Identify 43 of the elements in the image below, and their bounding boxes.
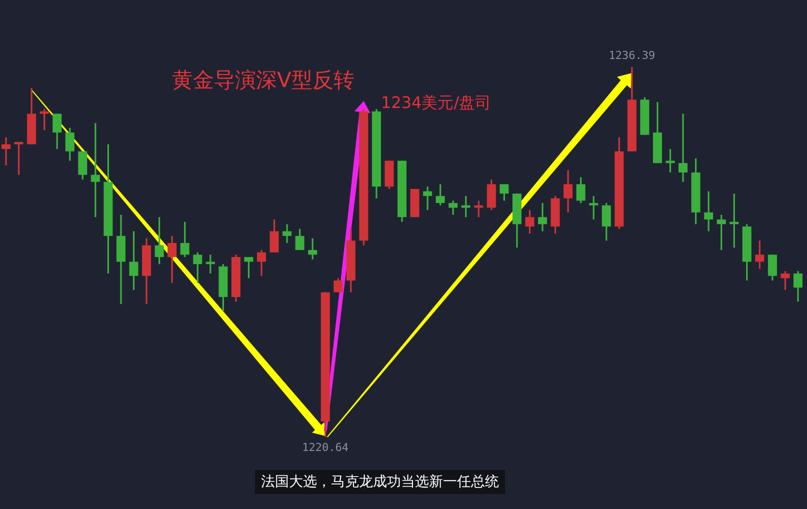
- candlestick: [270, 218, 279, 254]
- candlestick: [486, 178, 496, 211]
- candlestick: [154, 216, 164, 265]
- candlestick: [768, 254, 777, 282]
- candlestick: [206, 254, 215, 274]
- candlestick: [564, 169, 573, 214]
- candlestick: [500, 183, 509, 202]
- chart-title: 黄金导演深V型反转: [172, 68, 354, 92]
- candlestick: [168, 235, 177, 284]
- candlestick: [755, 240, 764, 270]
- annotation: 1220.64: [302, 441, 349, 454]
- candlestick: [78, 150, 88, 180]
- candlestick: [576, 176, 586, 204]
- candlestick: [52, 112, 62, 150]
- annotation: 1236.39: [608, 49, 656, 62]
- candlestick: [704, 190, 714, 232]
- candlestick: [423, 186, 432, 211]
- candlestick: [780, 270, 790, 291]
- candlestick: [295, 228, 304, 251]
- candlestick: [602, 202, 611, 242]
- candlestick: [65, 127, 74, 162]
- candlestick: [589, 195, 598, 220]
- candlestick: [193, 252, 202, 284]
- candlestick: [666, 148, 675, 174]
- candlestick: [308, 237, 318, 260]
- candlestick: [525, 209, 534, 234]
- candlestick: [2, 136, 10, 166]
- candlestick: [180, 221, 190, 258]
- candlestick: [282, 223, 292, 244]
- candlestick: [716, 214, 726, 251]
- candlestick: [538, 202, 548, 232]
- candlestick: [334, 277, 343, 294]
- text: 法国大选，马克龙成功当选新一任总统: [261, 474, 499, 490]
- candlestick: [794, 270, 802, 302]
- candlestick: [448, 200, 458, 216]
- candlestick: [90, 122, 100, 218]
- candlestick: [678, 112, 688, 183]
- candlestick: [256, 249, 266, 277]
- candlestick: [244, 256, 254, 279]
- candlestick: [436, 183, 445, 206]
- annotation: 1234美元/盘司: [381, 93, 492, 112]
- candlestick: [14, 141, 24, 176]
- candlestick: [129, 230, 138, 291]
